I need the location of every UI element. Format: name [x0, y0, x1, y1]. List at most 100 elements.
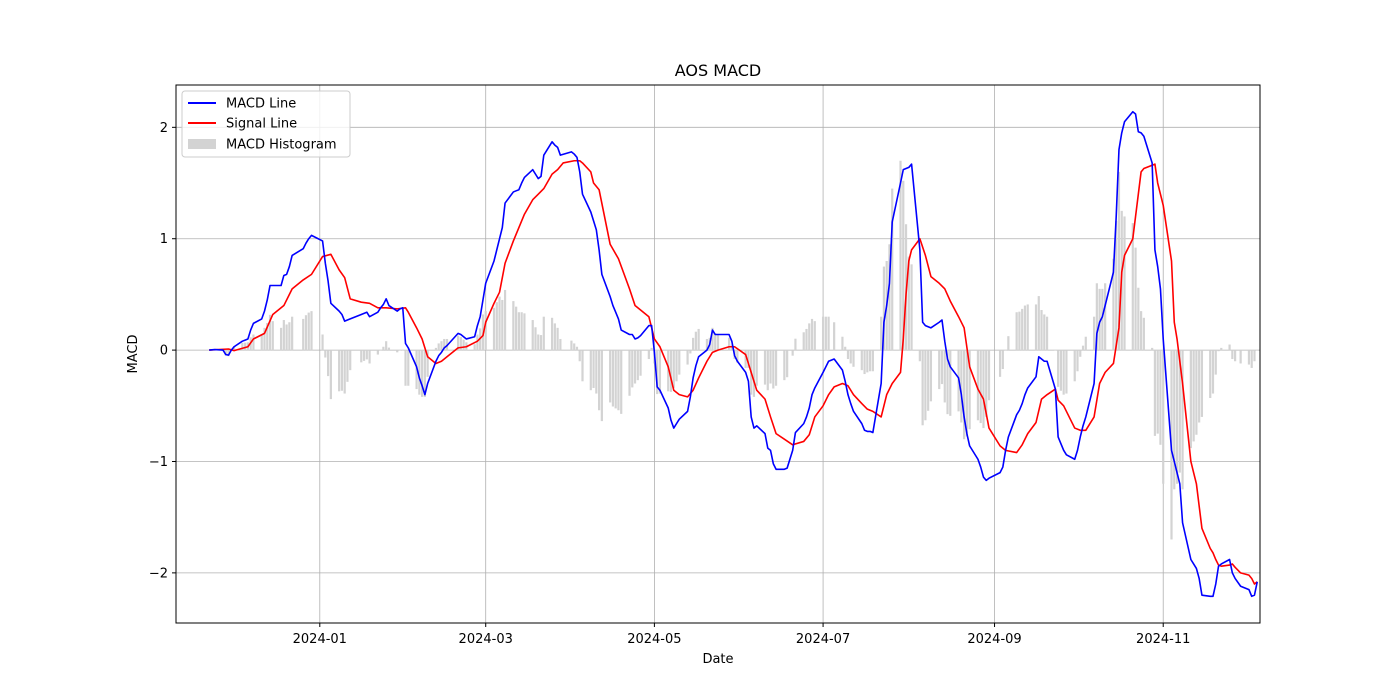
- histogram-bar: [349, 350, 352, 371]
- histogram-bar: [863, 350, 866, 375]
- histogram-bar: [1045, 316, 1049, 351]
- histogram-bar: [1007, 336, 1010, 351]
- histogram-bar: [498, 296, 501, 351]
- histogram-bar: [1026, 304, 1029, 351]
- histogram-bar: [772, 350, 775, 389]
- histogram-bar: [1073, 350, 1076, 382]
- histogram-bar: [669, 350, 673, 392]
- histogram-bar: [620, 350, 623, 414]
- histogram-bar: [515, 306, 518, 351]
- histogram-bar: [407, 350, 410, 386]
- histogram-bar: [1054, 350, 1057, 351]
- histogram-bar: [899, 160, 902, 351]
- histogram-bar: [570, 340, 573, 351]
- histogram-bar: [266, 322, 269, 351]
- histogram-bar: [783, 350, 786, 381]
- histogram-bar: [976, 350, 980, 421]
- histogram-bar: [1139, 311, 1143, 351]
- histogram-bar: [362, 350, 366, 361]
- histogram-bar: [631, 350, 634, 388]
- legend-label-macd: MACD Line: [226, 97, 296, 112]
- histogram-bar: [716, 334, 720, 351]
- histogram-bar: [401, 349, 404, 351]
- histogram-bar: [512, 301, 515, 351]
- histogram-bar: [611, 350, 615, 407]
- histogram-bar: [1195, 350, 1198, 435]
- macd-line: [209, 110, 1259, 598]
- histogram-bar: [1151, 347, 1154, 351]
- histogram-bar: [418, 350, 421, 395]
- histogram-bar: [324, 350, 327, 358]
- histogram-bar: [786, 350, 789, 378]
- histogram-bar: [1065, 350, 1068, 394]
- histogram-bar: [340, 350, 344, 391]
- histogram-bar: [1137, 287, 1140, 351]
- x-tick-label: 2024-09: [967, 632, 1021, 647]
- histogram-bar: [1214, 350, 1217, 375]
- histogram-bar: [291, 316, 294, 351]
- histogram-bar: [1153, 350, 1157, 436]
- histogram-bar: [824, 316, 827, 351]
- histogram-bar: [379, 350, 382, 351]
- histogram-bar: [960, 350, 963, 423]
- histogram-bar: [595, 350, 598, 394]
- histogram-bar: [404, 350, 407, 386]
- histogram-bar: [581, 350, 584, 382]
- y-tick-label: −2: [149, 566, 168, 581]
- histogram-bar: [304, 315, 308, 351]
- histogram-bar: [326, 350, 330, 377]
- series-lines: [209, 110, 1259, 598]
- legend: MACD Line Signal Line MACD Histogram: [181, 90, 351, 158]
- histogram-bar: [387, 347, 391, 351]
- histogram-bar: [459, 337, 462, 351]
- histogram-bar: [609, 350, 612, 403]
- histogram-bar: [1239, 350, 1242, 364]
- histogram-bar: [921, 350, 924, 426]
- x-tick-label: 2024-07: [796, 632, 850, 647]
- histogram-bar: [338, 350, 341, 392]
- signal-line: [209, 159, 1258, 585]
- histogram-bar: [495, 302, 498, 351]
- histogram-bar: [1062, 350, 1065, 395]
- histogram-bar: [1200, 350, 1204, 417]
- y-tick-label: −1: [149, 455, 168, 470]
- histogram-bar: [556, 327, 559, 351]
- x-tick-label: 2024-05: [627, 632, 681, 647]
- histogram-bar: [1079, 350, 1082, 357]
- histogram-bar: [365, 350, 368, 360]
- histogram-bar: [763, 350, 767, 385]
- histogram-bar: [794, 338, 797, 351]
- histogram-bar: [343, 350, 346, 394]
- histogram-bar: [321, 334, 324, 351]
- histogram-bar: [813, 321, 816, 351]
- histogram-bar: [1220, 347, 1223, 351]
- histogram-bar: [910, 264, 913, 351]
- histogram-bar: [462, 339, 465, 351]
- histogram-bar: [650, 347, 653, 351]
- histogram-bar: [860, 350, 863, 371]
- histogram-bar: [288, 322, 291, 351]
- histogram-bar: [689, 350, 692, 354]
- histogram-bar: [946, 350, 949, 415]
- histogram-bar: [1015, 312, 1018, 351]
- histogram-bar: [573, 343, 576, 351]
- histogram-bar: [1095, 283, 1098, 351]
- histogram-bar: [844, 346, 847, 351]
- histogram-bar: [208, 350, 211, 351]
- histogram-bar: [968, 350, 971, 430]
- x-tick-label: 2024-01: [293, 632, 347, 647]
- histogram-bar: [744, 350, 747, 368]
- histogram-bar: [456, 335, 460, 351]
- histogram-bar: [443, 338, 446, 351]
- histogram-bar: [553, 323, 556, 351]
- histogram-bar: [1175, 350, 1179, 484]
- histogram-bar: [440, 341, 443, 351]
- histogram-bar: [376, 350, 379, 355]
- histogram-bar: [1209, 350, 1212, 398]
- histogram-bar: [810, 318, 814, 351]
- histogram-bar: [1104, 283, 1107, 351]
- histogram-bar: [697, 328, 700, 351]
- histogram-bar: [1234, 350, 1237, 362]
- histogram-bar: [1037, 296, 1040, 351]
